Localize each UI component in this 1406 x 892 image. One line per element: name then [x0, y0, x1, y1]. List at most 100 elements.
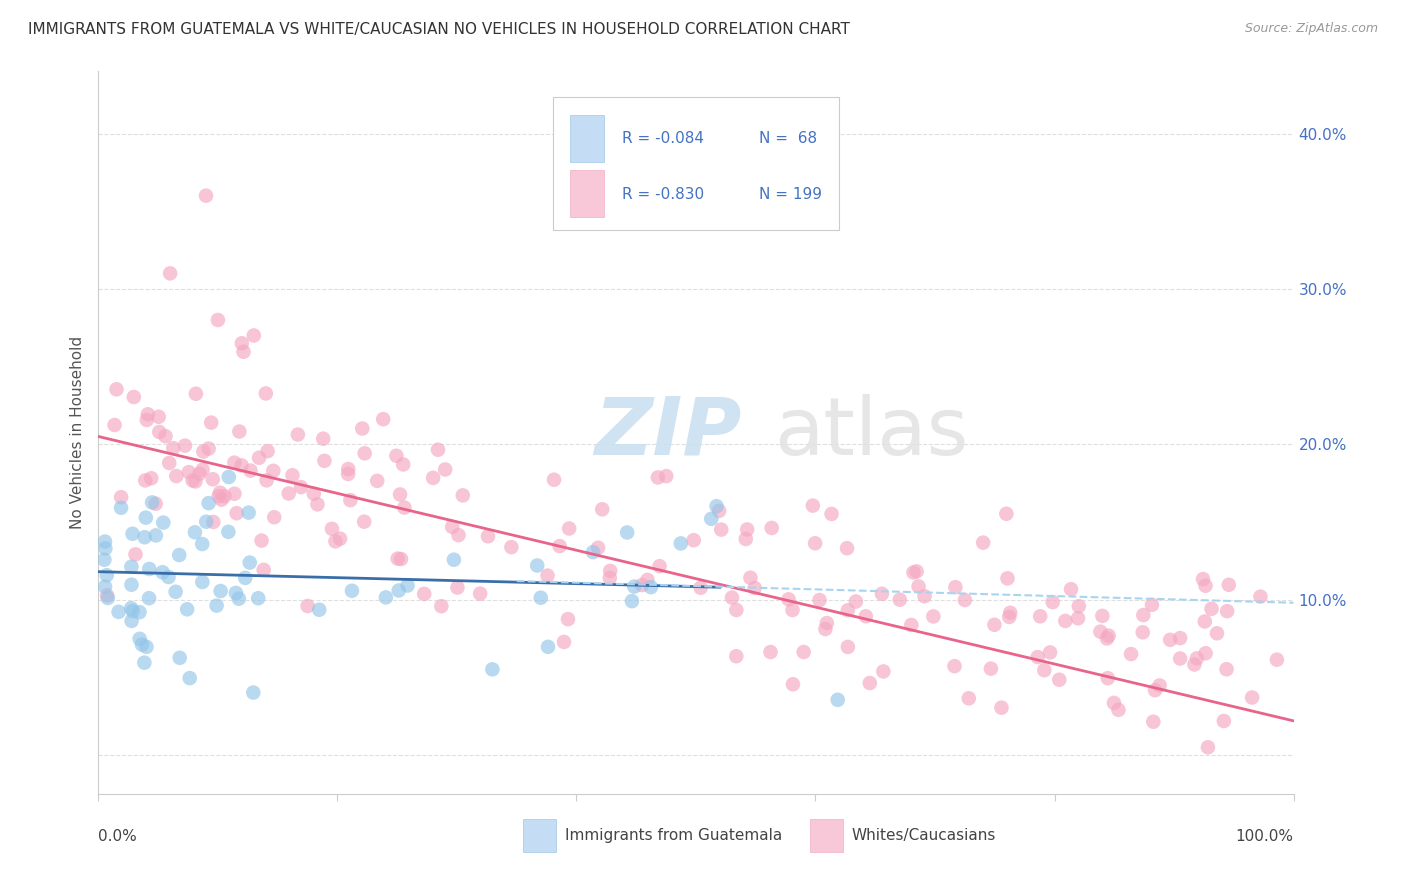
- Point: [481, 662, 503, 676]
- Point: [1039, 645, 1062, 659]
- Point: [1095, 632, 1118, 646]
- Point: [228, 591, 250, 606]
- Point: [165, 469, 187, 483]
- Point: [128, 632, 150, 646]
- Point: [441, 520, 464, 534]
- Point: [620, 594, 643, 608]
- Point: [290, 480, 312, 494]
- Point: [907, 579, 929, 593]
- Point: [998, 610, 1021, 624]
- Point: [135, 510, 157, 524]
- Point: [983, 617, 1005, 632]
- Point: [337, 462, 360, 476]
- Point: [247, 591, 270, 606]
- Point: [623, 580, 645, 594]
- Point: [1184, 657, 1206, 672]
- Point: [616, 525, 638, 540]
- Point: [233, 571, 256, 585]
- Point: [446, 581, 468, 595]
- Point: [353, 446, 375, 460]
- Point: [239, 464, 262, 478]
- Point: [174, 439, 197, 453]
- Point: [181, 474, 204, 488]
- Point: [231, 458, 253, 473]
- Point: [707, 504, 730, 518]
- Point: [468, 587, 491, 601]
- Point: [209, 584, 232, 599]
- Point: [808, 593, 831, 607]
- Point: [224, 456, 246, 470]
- Point: [1091, 608, 1114, 623]
- Point: [392, 458, 415, 472]
- Point: [238, 506, 260, 520]
- Point: [1029, 609, 1052, 624]
- Point: [134, 656, 156, 670]
- Point: [636, 573, 658, 587]
- Point: [388, 583, 411, 598]
- Point: [201, 472, 224, 486]
- Point: [253, 563, 276, 577]
- Point: [837, 603, 859, 617]
- Point: [145, 528, 167, 542]
- Point: [526, 558, 548, 573]
- Point: [277, 486, 299, 500]
- Point: [451, 488, 474, 502]
- Point: [599, 564, 621, 578]
- Point: [394, 500, 416, 515]
- FancyBboxPatch shape: [553, 96, 839, 230]
- Point: [725, 649, 748, 664]
- Point: [162, 441, 184, 455]
- Point: [820, 507, 842, 521]
- Point: [148, 409, 170, 424]
- Point: [96, 568, 118, 582]
- Point: [169, 650, 191, 665]
- Point: [759, 645, 782, 659]
- Point: [340, 583, 363, 598]
- Point: [122, 390, 145, 404]
- Point: [366, 474, 388, 488]
- Point: [543, 473, 565, 487]
- Point: [648, 559, 671, 574]
- Point: [312, 432, 335, 446]
- Point: [586, 541, 609, 555]
- Point: [700, 512, 723, 526]
- Point: [1265, 653, 1288, 667]
- Point: [138, 562, 160, 576]
- Point: [208, 485, 231, 500]
- Point: [725, 603, 748, 617]
- Point: [152, 566, 174, 580]
- Point: [145, 497, 167, 511]
- Point: [640, 580, 662, 594]
- Point: [389, 552, 412, 566]
- Point: [373, 412, 395, 426]
- Point: [141, 495, 163, 509]
- Point: [1168, 631, 1191, 645]
- Point: [943, 659, 966, 673]
- Point: [835, 541, 858, 556]
- Point: [1102, 696, 1125, 710]
- Point: [995, 507, 1018, 521]
- Point: [231, 336, 253, 351]
- Text: Whites/Caucasians: Whites/Caucasians: [852, 828, 995, 843]
- Point: [179, 671, 201, 685]
- Point: [582, 545, 605, 559]
- Point: [188, 467, 211, 481]
- Point: [262, 464, 284, 478]
- Point: [735, 523, 758, 537]
- Point: [1142, 714, 1164, 729]
- Point: [1140, 598, 1163, 612]
- Point: [243, 328, 266, 343]
- Text: 100.0%: 100.0%: [1236, 829, 1294, 844]
- Point: [682, 533, 704, 548]
- FancyBboxPatch shape: [810, 819, 844, 852]
- Point: [1197, 740, 1219, 755]
- Point: [434, 462, 457, 476]
- Point: [97, 591, 120, 605]
- Point: [135, 413, 157, 427]
- Text: ZIP: ZIP: [595, 393, 742, 472]
- Text: 0.0%: 0.0%: [98, 829, 138, 844]
- Point: [1194, 579, 1216, 593]
- Point: [1249, 590, 1271, 604]
- Point: [94, 534, 117, 549]
- Point: [135, 640, 157, 654]
